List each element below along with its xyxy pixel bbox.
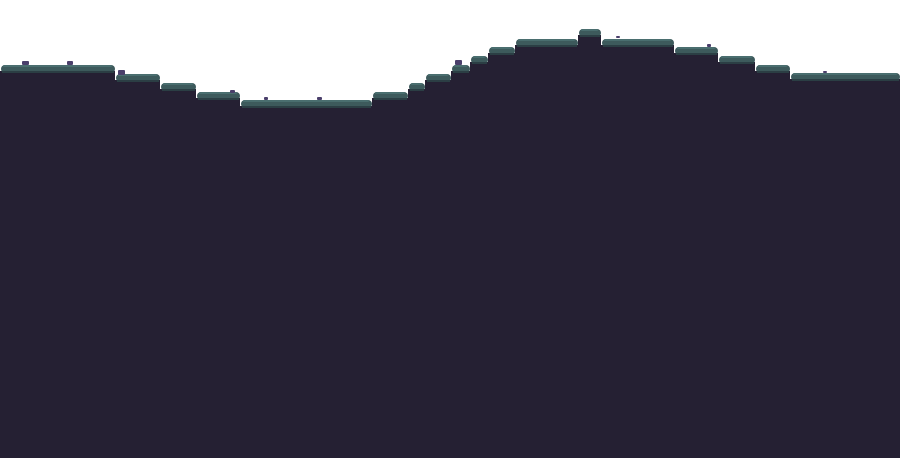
pebble <box>230 90 235 93</box>
grass-cap <box>197 92 240 100</box>
grass-cap <box>409 83 425 91</box>
pebble <box>67 61 73 65</box>
pebble-layer <box>22 36 827 100</box>
pebble <box>455 60 462 65</box>
grass-cap <box>489 47 515 55</box>
grass-cap <box>471 56 488 64</box>
grass-cap <box>602 39 674 47</box>
grass-cap <box>579 29 601 37</box>
grass-layer <box>1 29 900 108</box>
grass-cap <box>675 47 718 55</box>
pebble <box>317 97 322 100</box>
pebble <box>616 36 620 38</box>
grass-cap <box>452 65 470 73</box>
grass-cap <box>373 92 408 100</box>
pebble <box>707 44 711 47</box>
ground-fill <box>0 35 900 458</box>
grass-cap <box>241 100 372 108</box>
pebble <box>264 97 268 100</box>
grass-cap <box>516 39 578 47</box>
grass-cap <box>426 74 451 82</box>
pebble <box>22 61 29 65</box>
grass-cap <box>756 65 790 73</box>
grass-cap <box>719 56 755 64</box>
grass-cap <box>1 65 115 73</box>
grass-cap <box>161 83 196 91</box>
grass-cap <box>116 74 160 82</box>
pebble <box>823 71 827 73</box>
pebble <box>118 70 125 75</box>
grass-cap <box>791 73 900 81</box>
